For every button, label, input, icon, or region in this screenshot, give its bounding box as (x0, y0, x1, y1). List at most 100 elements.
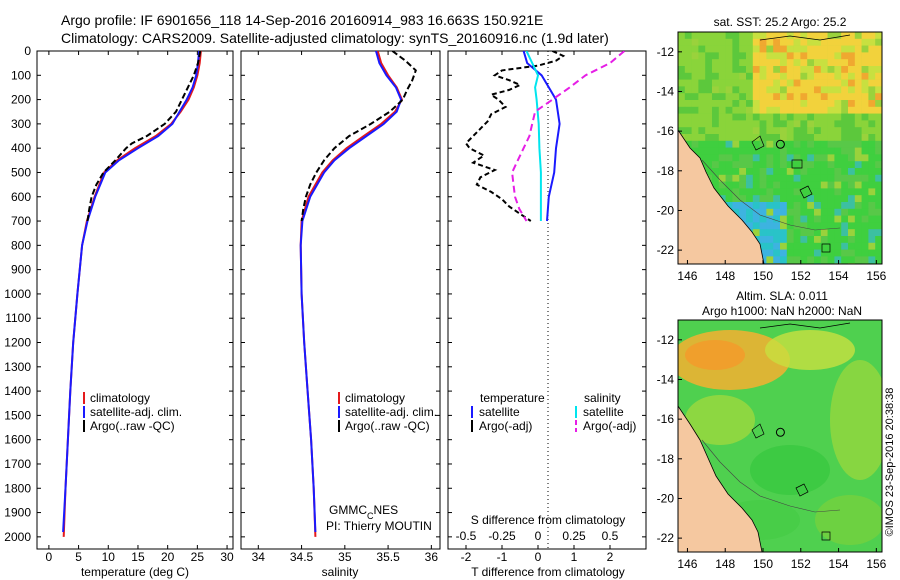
imos-credit: ©IMOS 23-Sep-2016 20:38:38 (884, 388, 896, 537)
sst-cell (854, 106, 862, 114)
sst-cell (875, 72, 882, 80)
sst-cell (834, 242, 842, 250)
sst-cell (678, 72, 686, 80)
sst-cell (848, 168, 856, 176)
sst-cell (705, 38, 713, 46)
sst-cell (848, 113, 856, 121)
sst-cell (766, 140, 774, 148)
sst-cell (841, 134, 849, 142)
sst-cell (766, 120, 774, 128)
sst-cell (848, 134, 856, 142)
sst-cell (698, 32, 706, 40)
sst-cell (773, 188, 781, 196)
sst-cell (820, 236, 828, 244)
sst-cell (827, 195, 835, 203)
sst-cell (773, 86, 781, 94)
sst-cell (752, 59, 760, 67)
sst-cell (732, 168, 740, 176)
sst-cell (834, 140, 842, 148)
sst-cell (827, 147, 835, 155)
sst-cell (766, 59, 774, 67)
sst-cell (725, 66, 733, 74)
sst-cell (746, 32, 754, 40)
sst-cell (705, 113, 713, 121)
sst-cell (752, 72, 760, 80)
salinity-axes-frame (240, 50, 441, 550)
sst-cell (854, 86, 862, 94)
sst-cell (705, 79, 713, 87)
sst-cell (678, 52, 686, 60)
sst-cell (786, 242, 794, 250)
x-tick-label: 0 (46, 550, 53, 564)
sst-cell (834, 32, 842, 40)
sst-cell (875, 154, 882, 162)
sst-cell (739, 140, 747, 148)
sst-cell (848, 181, 856, 189)
sst-shelf-contour (701, 159, 841, 231)
sst-cell (814, 249, 822, 257)
sst-cell (868, 113, 876, 121)
sst-cell (875, 66, 882, 74)
sst-cell (786, 195, 794, 203)
sst-cell (875, 127, 882, 135)
sst-cell (820, 256, 828, 264)
sst-cell (882, 256, 889, 263)
sst-cell (725, 113, 733, 121)
sla-map-title-1: Altim. SLA: 0.011 (736, 289, 828, 303)
depth-tick-label: 700 (11, 214, 31, 228)
sst-cell (712, 168, 720, 176)
sst-cell (773, 45, 781, 53)
x-tick-label: 34 (252, 550, 266, 564)
sst-cell (752, 127, 760, 135)
sst-cell (793, 113, 801, 121)
sst-cell (868, 140, 876, 148)
sst-cell (834, 72, 842, 80)
sst-cell (848, 154, 856, 162)
sst-cell (875, 181, 882, 189)
x-tick-label: 36 (425, 550, 439, 564)
sst-cell (861, 215, 869, 223)
sst-cell (684, 32, 692, 40)
sst-cell (746, 93, 754, 101)
sst-cell (759, 222, 767, 230)
sst-cell (861, 236, 869, 244)
sst-cell (848, 127, 856, 135)
sst-cell (848, 215, 856, 223)
sst-cell (868, 208, 876, 216)
sst-cell (698, 79, 706, 87)
sst-cell (820, 134, 828, 142)
difference-series-lines (464, 51, 626, 222)
sst-cell (854, 249, 862, 257)
sst-cell (820, 208, 828, 216)
depth-tick-label: 2000 (4, 530, 31, 544)
depth-tick-label: 1200 (4, 336, 31, 350)
sst-cell (752, 79, 760, 87)
depth-tick-label: 1500 (4, 408, 31, 422)
sst-cell (848, 72, 856, 80)
sst-cell (807, 32, 815, 40)
sst-cell (752, 32, 760, 40)
sst-cell (712, 106, 720, 114)
sst-cell (759, 202, 767, 210)
sst-cell (834, 154, 842, 162)
sst-cell (780, 161, 788, 169)
sst-cell (766, 154, 774, 162)
sst-cell (773, 134, 781, 142)
sst-cell (705, 100, 713, 108)
sst-cell (786, 79, 794, 87)
sst-cell (786, 59, 794, 67)
sst-cell (773, 120, 781, 128)
depth-tick-label: 500 (11, 165, 31, 179)
sst-cell (705, 154, 713, 162)
sst-cell (766, 127, 774, 135)
legend-label-t-satellite: satellite (479, 405, 520, 419)
sst-cell (800, 168, 808, 176)
sst-cell (848, 195, 856, 203)
sst-cell (746, 161, 754, 169)
sst-cell (691, 100, 699, 108)
sst-cell (800, 229, 808, 237)
map-lon-label: 146 (677, 269, 697, 283)
x-tick-label: -1 (497, 550, 508, 564)
difference-panel: -2 -1 0 1 2 -0.5 -0.25 0 0.25 0.5 T difference fr… (447, 50, 647, 579)
sst-cell (766, 32, 774, 40)
